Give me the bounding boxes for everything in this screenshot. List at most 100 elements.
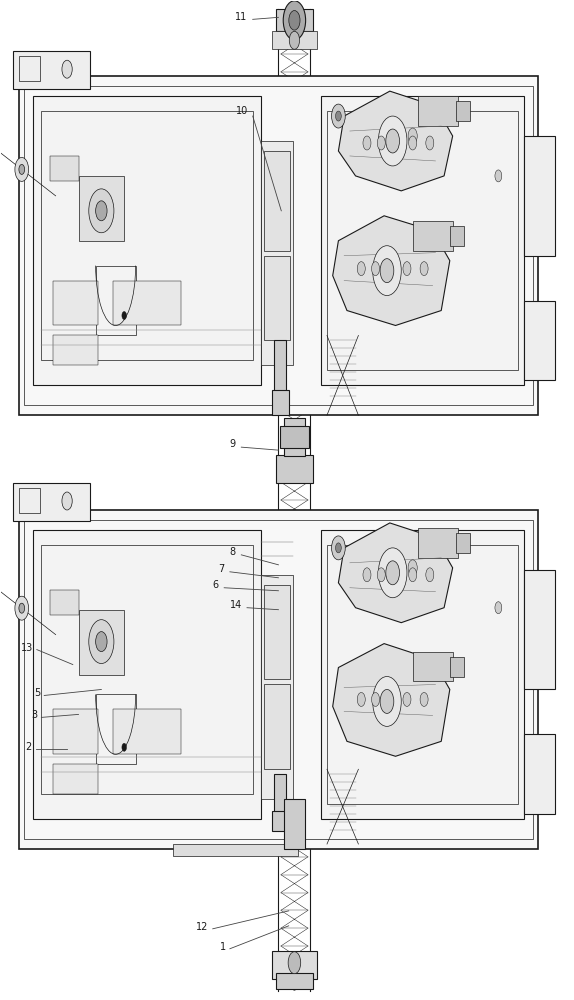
Circle shape — [378, 548, 407, 598]
Bar — [79, 610, 124, 675]
Circle shape — [122, 743, 126, 751]
Circle shape — [426, 136, 434, 150]
Bar — [524, 301, 556, 380]
Circle shape — [373, 677, 401, 726]
Bar — [24, 520, 533, 839]
Circle shape — [409, 136, 417, 150]
Bar — [327, 111, 518, 370]
Circle shape — [363, 568, 371, 582]
Circle shape — [283, 1, 305, 40]
Bar — [327, 545, 518, 804]
Circle shape — [420, 692, 428, 706]
Text: 12: 12 — [196, 922, 209, 932]
Bar — [50, 156, 79, 181]
Bar — [41, 111, 253, 360]
Bar — [79, 176, 124, 241]
Bar — [418, 96, 459, 126]
Bar — [456, 101, 470, 121]
Text: 3: 3 — [31, 710, 37, 720]
Bar — [96, 266, 135, 335]
Circle shape — [336, 543, 342, 553]
Circle shape — [122, 312, 126, 320]
Bar — [261, 575, 293, 799]
Circle shape — [377, 136, 385, 150]
Bar — [113, 281, 181, 325]
Bar — [524, 136, 556, 256]
Text: 8: 8 — [230, 547, 235, 557]
Bar — [264, 684, 290, 769]
Circle shape — [373, 246, 401, 296]
Bar — [280, 426, 309, 448]
Bar — [50, 590, 79, 615]
Bar — [276, 455, 313, 483]
Circle shape — [495, 170, 502, 182]
Circle shape — [371, 692, 379, 706]
Bar — [524, 734, 556, 814]
Bar — [276, 973, 313, 989]
Text: 13: 13 — [21, 643, 33, 653]
Circle shape — [386, 561, 400, 585]
Text: 6: 6 — [212, 580, 219, 590]
Circle shape — [380, 689, 394, 713]
Bar — [413, 652, 453, 681]
Circle shape — [96, 632, 107, 652]
Bar — [264, 585, 290, 679]
Polygon shape — [339, 91, 453, 191]
Circle shape — [363, 136, 371, 150]
Circle shape — [15, 157, 29, 181]
Text: 11: 11 — [235, 12, 247, 22]
Circle shape — [357, 692, 365, 706]
Polygon shape — [333, 216, 450, 325]
Text: 2: 2 — [25, 742, 32, 752]
Circle shape — [380, 259, 394, 283]
Circle shape — [420, 262, 428, 276]
Circle shape — [89, 189, 114, 233]
Text: 14: 14 — [230, 600, 242, 610]
Circle shape — [19, 603, 25, 613]
Bar — [18, 488, 40, 513]
Bar — [274, 340, 286, 395]
Circle shape — [371, 262, 379, 276]
Circle shape — [288, 952, 301, 974]
Circle shape — [332, 104, 346, 128]
Bar — [284, 418, 305, 456]
Circle shape — [62, 60, 72, 78]
Circle shape — [289, 31, 300, 49]
Bar — [18, 56, 40, 81]
Circle shape — [289, 11, 300, 30]
Bar — [24, 86, 533, 405]
Bar — [13, 51, 90, 89]
Circle shape — [96, 201, 107, 221]
Circle shape — [426, 568, 434, 582]
Circle shape — [495, 602, 502, 614]
Bar — [272, 31, 317, 49]
Circle shape — [377, 568, 385, 582]
Bar — [53, 709, 99, 754]
Circle shape — [89, 620, 114, 664]
Bar — [261, 141, 293, 365]
Circle shape — [332, 536, 346, 560]
Bar — [53, 764, 99, 794]
Bar — [53, 281, 99, 325]
Text: 9: 9 — [230, 439, 235, 449]
Bar — [272, 811, 289, 831]
Bar — [413, 221, 453, 251]
Bar — [13, 483, 90, 521]
Bar — [264, 151, 290, 251]
Polygon shape — [333, 644, 450, 756]
Circle shape — [19, 164, 25, 174]
Bar — [18, 76, 538, 415]
Circle shape — [403, 692, 411, 706]
Bar — [53, 335, 99, 365]
Bar — [284, 799, 305, 849]
Bar — [41, 545, 253, 794]
Circle shape — [336, 111, 342, 121]
Circle shape — [409, 568, 417, 582]
Bar — [33, 96, 261, 385]
Bar — [450, 657, 464, 677]
Circle shape — [62, 492, 72, 510]
Polygon shape — [339, 523, 453, 623]
Bar — [272, 951, 317, 979]
Bar — [524, 570, 556, 689]
Bar — [418, 528, 459, 558]
